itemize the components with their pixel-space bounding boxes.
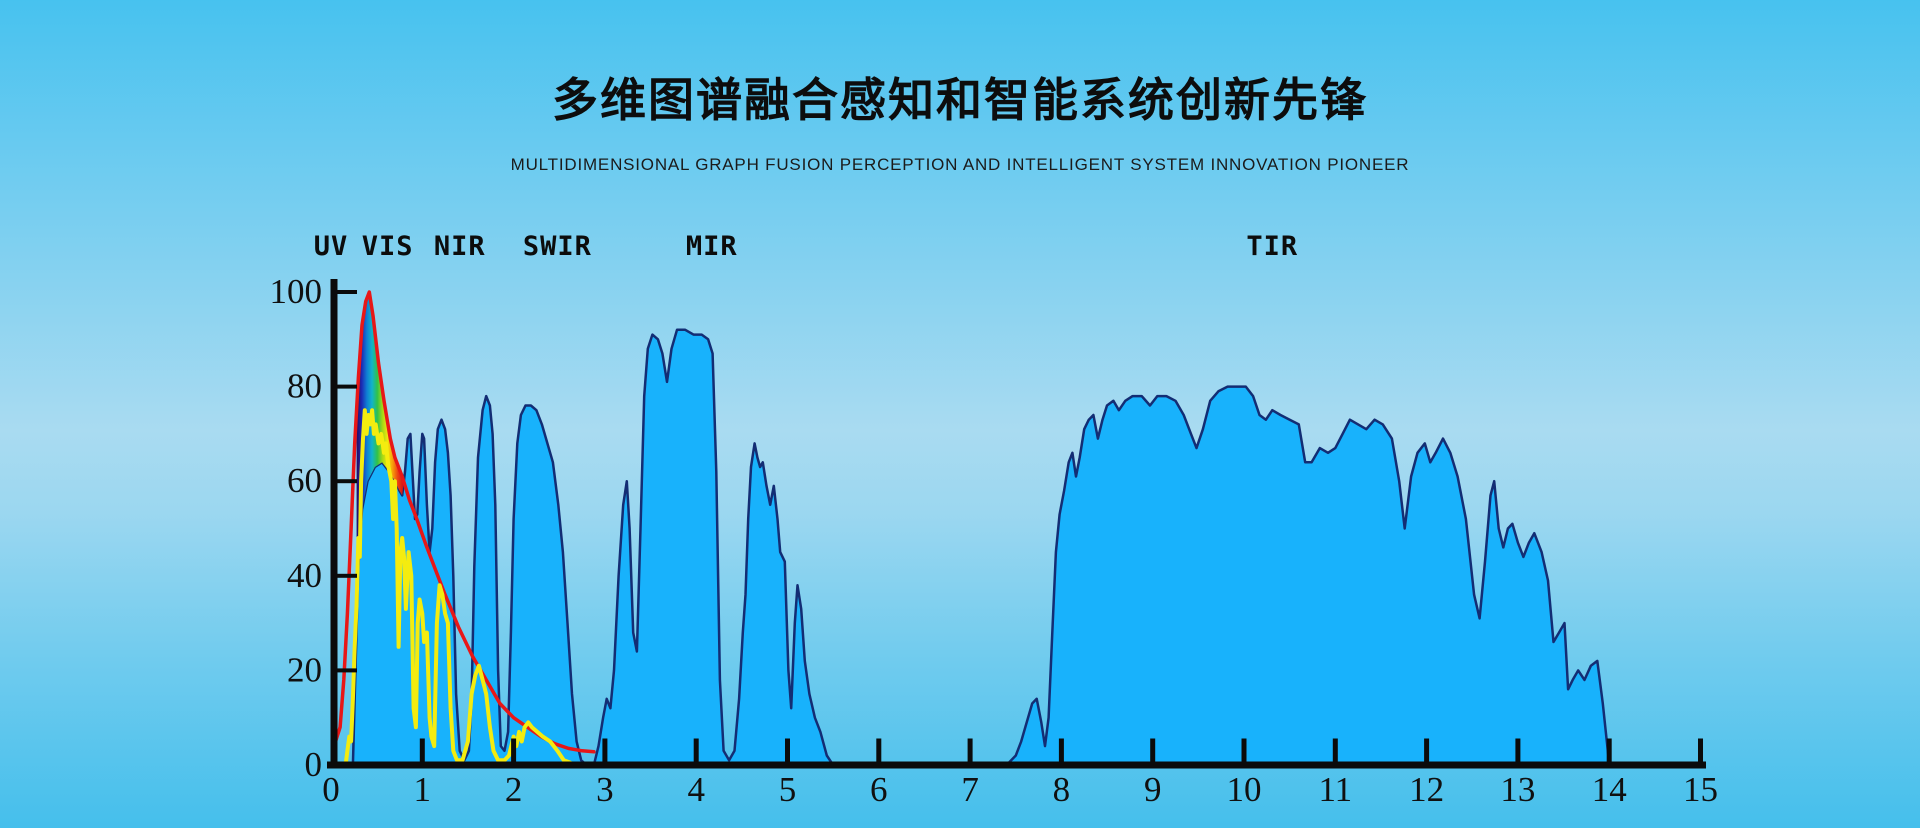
y-tick-label: 60 (287, 461, 322, 500)
x-tick-label: 7 (961, 770, 979, 809)
band-label-uv: UV (313, 231, 349, 262)
x-tick-label: 5 (779, 770, 797, 809)
x-tick-label: 2 (505, 770, 523, 809)
x-axis-line (327, 761, 1706, 769)
x-tick-label: 4 (687, 770, 705, 809)
x-tick (1698, 738, 1703, 762)
x-tick (1241, 738, 1247, 762)
x-tick (1515, 738, 1521, 762)
x-tick (876, 738, 882, 762)
x-tick (1332, 738, 1338, 762)
x-tick (602, 738, 608, 762)
x-tick-label: 8 (1053, 770, 1071, 809)
y-tick-label: 100 (270, 272, 323, 311)
x-tick-label: 1 (414, 770, 432, 809)
y-tick (337, 290, 357, 294)
x-tick-label: 10 (1227, 770, 1262, 809)
x-tick (1606, 738, 1612, 762)
x-tick-label: 9 (1144, 770, 1162, 809)
x-tick-label: 6 (870, 770, 888, 809)
x-tick (511, 738, 517, 762)
x-tick (693, 738, 699, 762)
y-tick (337, 479, 357, 484)
band-label-swir: SWIR (522, 231, 592, 262)
x-tick (1150, 738, 1156, 762)
y-tick-label: 20 (287, 650, 322, 689)
y-tick (337, 573, 357, 578)
x-tick-label: 11 (1318, 770, 1352, 809)
page-subtitle: MULTIDIMENSIONAL GRAPH FUSION PERCEPTION… (510, 155, 1410, 174)
x-tick (419, 738, 425, 762)
x-tick-label: 13 (1500, 770, 1535, 809)
x-tick (1058, 738, 1064, 762)
x-tick-label: 15 (1683, 770, 1718, 809)
solar-irradiance-curve (343, 408, 573, 767)
page-title: 多维图谱融合感知和智能系统创新先锋 (552, 73, 1368, 127)
x-tick (785, 738, 790, 762)
band-label-nir: NIR (433, 231, 486, 262)
band-label-tir: TIR (1246, 231, 1299, 262)
x-tick (967, 738, 973, 762)
y-axis-line (330, 279, 338, 769)
y-tick-label: 80 (287, 367, 322, 406)
y-tick (337, 668, 357, 673)
x-tick-label: 14 (1592, 770, 1627, 809)
y-tick-label: 0 (305, 745, 323, 784)
x-tick-label: 3 (596, 770, 614, 809)
band-label-vis: VIS (361, 231, 414, 262)
visible-spectrum-wedge (356, 292, 404, 630)
x-tick-label: 0 (322, 770, 340, 809)
transmission-area (351, 328, 1702, 767)
x-tick (1424, 738, 1430, 762)
x-tick-label: 12 (1409, 770, 1444, 809)
y-tick (337, 384, 357, 389)
y-tick-label: 40 (287, 556, 322, 595)
band-label-mir: MIR (685, 231, 738, 262)
